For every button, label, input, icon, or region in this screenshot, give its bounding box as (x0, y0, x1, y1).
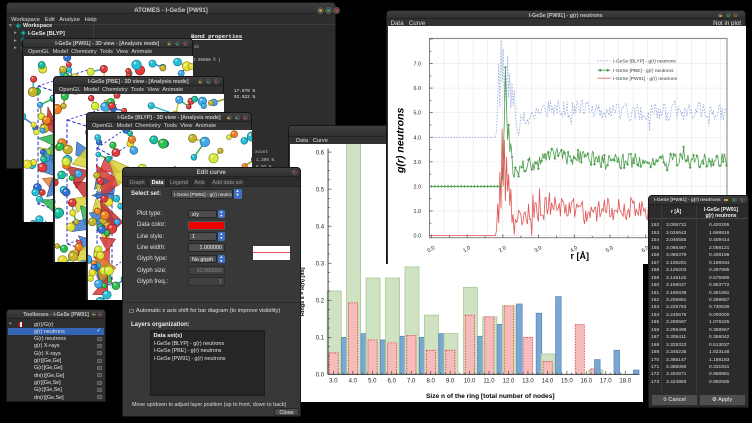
svg-text:17.0: 17.0 (600, 378, 612, 384)
svg-text:7.0: 7.0 (407, 378, 416, 384)
svg-text:1.0: 1.0 (413, 209, 421, 215)
svg-text:0.0: 0.0 (413, 234, 421, 240)
svg-text:6.0: 6.0 (640, 245, 650, 254)
svg-text:0.0: 0.0 (316, 372, 325, 378)
svg-text:4.0: 4.0 (349, 378, 358, 384)
svg-text:1.0: 1.0 (462, 245, 472, 254)
svg-text:13.0: 13.0 (522, 378, 534, 384)
svg-text:8.0: 8.0 (427, 378, 436, 384)
svg-text:7.0: 7.0 (413, 62, 421, 68)
svg-text:r [Å]: r [Å] (570, 251, 589, 261)
svg-text:11.0: 11.0 (483, 378, 495, 384)
svg-text:15.0: 15.0 (561, 378, 573, 384)
svg-text:I-GeSe [PW91] - g(r) neutrons: I-GeSe [PW91] - g(r) neutrons (613, 76, 678, 82)
svg-text:Size n of the ring [total numb: Size n of the ring [total number of node… (426, 392, 555, 399)
svg-text:0.2: 0.2 (316, 298, 325, 304)
svg-text:16.0: 16.0 (580, 378, 592, 384)
svg-text:0.0: 0.0 (426, 245, 436, 254)
svg-text:0.4: 0.4 (316, 224, 325, 230)
svg-text:0.3: 0.3 (316, 261, 325, 267)
svg-text:0.5: 0.5 (316, 187, 325, 193)
svg-text:2.0: 2.0 (497, 245, 507, 254)
svg-text:g(r) neutrons: g(r) neutrons (394, 108, 406, 174)
svg-text:18.0: 18.0 (619, 378, 631, 384)
svg-text:0.1: 0.1 (316, 335, 325, 341)
svg-text:9.0: 9.0 (446, 378, 455, 384)
svg-text:3.0: 3.0 (413, 160, 421, 166)
svg-text:12.0: 12.0 (503, 378, 515, 384)
svg-text:6.0: 6.0 (388, 378, 397, 384)
svg-text:5.0: 5.0 (605, 245, 615, 254)
svg-text:4.0: 4.0 (569, 245, 579, 254)
svg-text:10.0: 10.0 (464, 378, 476, 384)
svg-text:2.0: 2.0 (413, 184, 421, 190)
svg-text:5.0: 5.0 (413, 111, 421, 117)
svg-text:14.0: 14.0 (542, 378, 554, 384)
svg-text:4.0: 4.0 (413, 135, 421, 141)
svg-text:I-GeSe [BLYP] - g(r) neutrons: I-GeSe [BLYP] - g(r) neutrons (613, 59, 676, 65)
svg-text:0.6: 0.6 (316, 150, 325, 156)
svg-text:I-GeSe [PBE] - g(r) neutrons: I-GeSe [PBE] - g(r) neutrons (613, 68, 674, 74)
svg-text:3.0: 3.0 (329, 378, 338, 384)
svg-text:5.0: 5.0 (368, 378, 377, 384)
svg-text:6.0: 6.0 (413, 86, 421, 92)
svg-text:Rings s = R(n) [lts]: Rings s = R(n) [lts] (300, 267, 306, 316)
svg-text:3.0: 3.0 (533, 245, 543, 254)
